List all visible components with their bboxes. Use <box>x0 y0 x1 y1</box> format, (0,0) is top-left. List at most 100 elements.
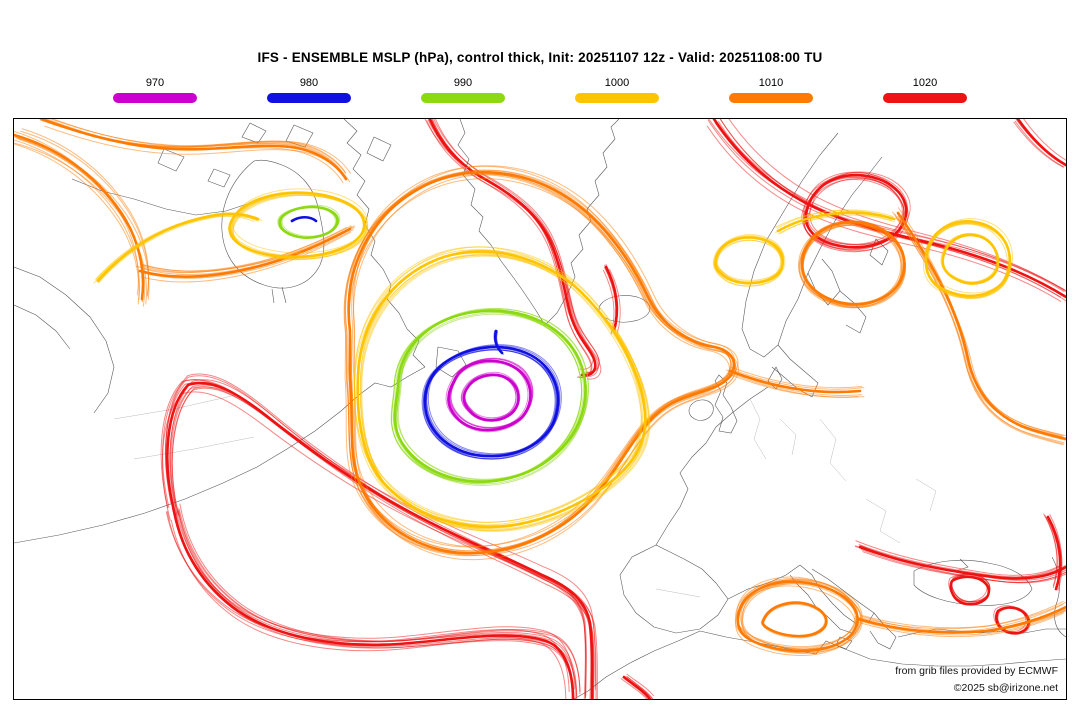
contour-1010-russia-diagonal <box>894 213 1066 437</box>
contours-990 <box>277 204 589 486</box>
coastline-sicily <box>835 636 853 650</box>
coastline-us-east <box>14 410 342 544</box>
contour-1000-ne-arc <box>776 209 894 229</box>
contour-1020-blacksea-band <box>858 544 1066 578</box>
coastline-morocco <box>573 630 701 699</box>
contour-1020-greenland <box>428 119 597 377</box>
contour-1020-hairpin-inner <box>165 381 597 690</box>
legend-bar-990 <box>421 93 505 103</box>
credit-ecmwf: from grib files provided by ECMWF <box>895 665 1058 678</box>
contour-1010-med-tail <box>860 600 1066 629</box>
contour-1020-hairpin-outer <box>179 503 577 699</box>
contour-980-north-tick <box>493 329 504 355</box>
legend-item-1010: 1010 <box>729 77 813 103</box>
contour-1020-northeast-band <box>714 122 1066 294</box>
coastline-alaska <box>14 266 115 414</box>
contour-1010-norway-band <box>728 369 862 394</box>
contour-1010-topleft <box>21 128 150 296</box>
contour-1010-med-blob <box>736 580 859 653</box>
country-border <box>133 436 255 460</box>
country-border <box>915 478 937 512</box>
coastline-north-africa <box>699 630 1066 667</box>
credit-copyright: ©2025 sb@irizone.net <box>953 681 1058 694</box>
coastline-arctic-canada <box>343 119 370 226</box>
contour-1010-russia-diagonal <box>895 216 1065 444</box>
coastline-arctic-island <box>157 148 185 172</box>
legend-bar-1000 <box>575 93 659 103</box>
legend-label-1020: 1020 <box>912 77 938 89</box>
legend-bar-1010 <box>729 93 813 103</box>
country-border <box>655 588 701 598</box>
contour-1020-corner <box>1016 119 1066 167</box>
legend-bar-1020 <box>883 93 967 103</box>
contour-1020-hairpin-outer <box>178 508 581 695</box>
contour-1020-hairpin-outer <box>171 507 575 690</box>
contour-1000-russia-loop <box>928 218 1013 294</box>
contour-1010-med-blob <box>736 576 857 647</box>
contour-1020-hairpin-inner <box>171 386 595 699</box>
contours-980 <box>290 215 562 460</box>
credits: from grib files provided by ECMWF ©2025 … <box>895 663 1058 696</box>
contour-1010-top-branch <box>45 119 351 174</box>
legend-label-970: 970 <box>145 77 165 89</box>
legend-label-1010: 1010 <box>758 77 784 89</box>
coastline-north-sea <box>655 386 769 546</box>
contour-1000-main-ring <box>361 255 651 532</box>
contour-1020-scandinavia-loop <box>809 171 911 245</box>
contour-1020-blob <box>995 606 1030 635</box>
legend-label-990: 990 <box>453 77 473 89</box>
contour-1000-baltic-loop <box>714 236 785 285</box>
contour-1020-bottom <box>620 678 649 699</box>
contour-1010-norway-band <box>733 369 865 390</box>
contour-1020-hairpin-inner <box>165 373 587 699</box>
country-border <box>819 418 847 482</box>
coastline-alaska-inner <box>14 304 71 350</box>
coastline-adriatic <box>811 568 875 624</box>
contour-1020-caucasus <box>1044 514 1058 588</box>
contour-1020-bottom <box>622 675 652 699</box>
contour-1010-topleft <box>14 137 140 301</box>
contour-1000-ne-arc <box>777 214 895 235</box>
legend-item-1020: 1020 <box>883 77 967 103</box>
coastline-black-sea <box>913 559 1033 606</box>
contour-1020-blacksea-band <box>854 545 1063 578</box>
legend-item-970: 970 <box>113 77 197 103</box>
contour-1000-nw-arc <box>96 212 260 283</box>
country-border <box>865 498 901 544</box>
mslp-spaghetti-map <box>14 119 1066 699</box>
chart-title: IFS - ENSEMBLE MSLP (hPa), control thick… <box>257 50 823 65</box>
contour-1000-russia-inner <box>941 233 1000 285</box>
contour-1000-nw-arc <box>98 215 260 284</box>
contour-1010-nw-connector <box>140 231 352 283</box>
contour-1010-topleft <box>14 141 140 305</box>
contour-1010-nw-connector <box>143 229 354 279</box>
coastline-crimea <box>955 558 969 572</box>
contour-1010-whitesea-loop <box>800 220 906 306</box>
contours-970 <box>445 357 534 433</box>
contour-1000-ne-arc <box>776 211 896 233</box>
coastline-greenland <box>457 119 620 326</box>
coastline-iceland <box>598 295 651 323</box>
coastline-ireland <box>688 399 714 421</box>
map-frame: from grib files provided by ECMWF ©2025 … <box>13 118 1067 700</box>
contour-990-main-ring <box>393 309 587 483</box>
contour-1020-greenland-east <box>604 265 619 333</box>
contour-990-canada-loop <box>278 205 339 239</box>
contour-1000-main-ring <box>356 250 647 529</box>
contour-1000-russia-loop <box>924 220 1011 298</box>
contour-1000-canada-loop <box>228 191 366 259</box>
contours-1020 <box>160 119 1066 699</box>
coastline-finland <box>839 290 867 334</box>
contour-980-main-ring <box>423 345 560 458</box>
contour-1020-bottom <box>626 673 654 697</box>
contour-1020-corner <box>1014 120 1065 168</box>
contour-1020-greenland <box>423 119 594 370</box>
contour-1020-corner <box>1020 119 1066 163</box>
contour-1010-topleft <box>14 133 145 301</box>
contour-1000-baltic-loop <box>715 234 785 281</box>
contour-1020-northeast-band <box>721 119 1066 295</box>
contour-1010-top-branch <box>40 119 348 181</box>
contour-1020-hairpin-inner <box>171 387 598 699</box>
contour-1010-med-inner <box>761 601 828 638</box>
contour-970-inner-ring <box>462 373 520 422</box>
